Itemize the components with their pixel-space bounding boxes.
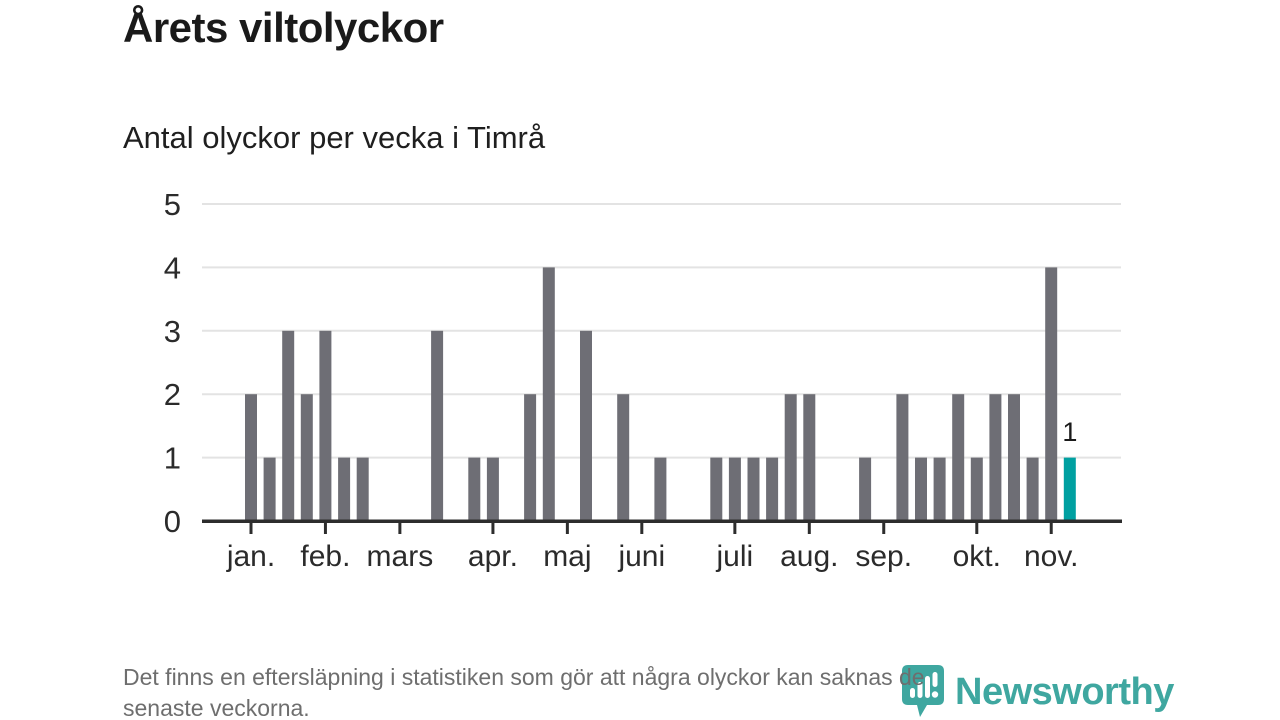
bar-week-37 bbox=[915, 457, 927, 521]
page-title: Årets viltolyckor bbox=[123, 4, 444, 51]
bar-week-26 bbox=[710, 457, 723, 521]
x-axis-label-mars: mars bbox=[367, 540, 434, 573]
x-axis-label-juni: juni bbox=[617, 540, 665, 573]
newsworthy-wordmark: Newsworthy bbox=[955, 670, 1174, 713]
bar-week-5 bbox=[319, 330, 332, 521]
bar-week-38 bbox=[933, 457, 946, 521]
last-bar-value-label: 1 bbox=[1062, 417, 1077, 447]
x-axis-line bbox=[202, 519, 1122, 523]
bar-week-4 bbox=[300, 394, 313, 521]
bar-week-16 bbox=[524, 394, 537, 521]
bar-week-45 bbox=[1063, 457, 1076, 521]
y-axis-label-4: 4 bbox=[164, 250, 181, 285]
bar-week-21 bbox=[617, 394, 630, 521]
x-axis-label-feb: feb. bbox=[300, 540, 350, 573]
x-axis-label-maj: maj bbox=[543, 540, 591, 573]
bar-week-34 bbox=[859, 457, 872, 521]
x-axis-label-okt: okt. bbox=[953, 540, 1001, 573]
newsworthy-pin-icon bbox=[902, 665, 944, 717]
bar-week-40 bbox=[970, 457, 983, 521]
x-axis-label-apr: apr. bbox=[468, 540, 518, 573]
x-axis-label-aug: aug. bbox=[780, 540, 838, 573]
bar-week-6 bbox=[338, 457, 351, 521]
bar-week-2 bbox=[263, 457, 276, 521]
bar-week-30 bbox=[784, 394, 797, 521]
bar-week-17 bbox=[542, 267, 555, 521]
y-axis-label-0: 0 bbox=[164, 504, 181, 539]
y-axis-label-2: 2 bbox=[164, 377, 181, 412]
x-axis-label-jan: jan. bbox=[226, 540, 275, 573]
bar-week-39 bbox=[952, 394, 965, 521]
y-axis-label-1: 1 bbox=[164, 441, 181, 476]
bar-week-28 bbox=[747, 457, 760, 521]
bar-week-27 bbox=[728, 457, 741, 521]
bar-week-23 bbox=[654, 457, 667, 521]
footer-line: senaste veckorna. bbox=[123, 695, 310, 720]
bar-week-29 bbox=[766, 457, 779, 521]
bar-week-41 bbox=[989, 394, 1002, 521]
bar-week-44 bbox=[1045, 267, 1058, 521]
bar-week-3 bbox=[282, 330, 295, 521]
bar-week-11 bbox=[431, 330, 444, 521]
newsworthy-logo: Newsworthy bbox=[901, 664, 1174, 720]
y-axis-label-5: 5 bbox=[164, 187, 181, 222]
bar-week-1 bbox=[245, 394, 257, 521]
y-axis-label-3: 3 bbox=[164, 314, 181, 349]
x-axis-label-nov: nov. bbox=[1024, 540, 1078, 573]
x-axis-label-juli: juli bbox=[716, 540, 754, 573]
footer-note: Det finns en eftersläpning i statistiken… bbox=[123, 662, 925, 720]
bar-week-42 bbox=[1008, 394, 1020, 521]
bar-week-19 bbox=[580, 330, 592, 521]
bar-week-31 bbox=[803, 394, 816, 521]
bar-week-43 bbox=[1026, 457, 1039, 521]
bar-week-13 bbox=[468, 457, 481, 521]
bar-week-14 bbox=[486, 457, 499, 521]
x-axis-label-sep: sep. bbox=[855, 540, 912, 573]
bar-week-36 bbox=[896, 394, 909, 521]
bar-week-7 bbox=[356, 457, 369, 521]
footer-line: Det finns en eftersläpning i statistiken… bbox=[123, 664, 925, 690]
chart-subtitle: Antal olyckor per vecka i Timrå bbox=[123, 120, 546, 155]
